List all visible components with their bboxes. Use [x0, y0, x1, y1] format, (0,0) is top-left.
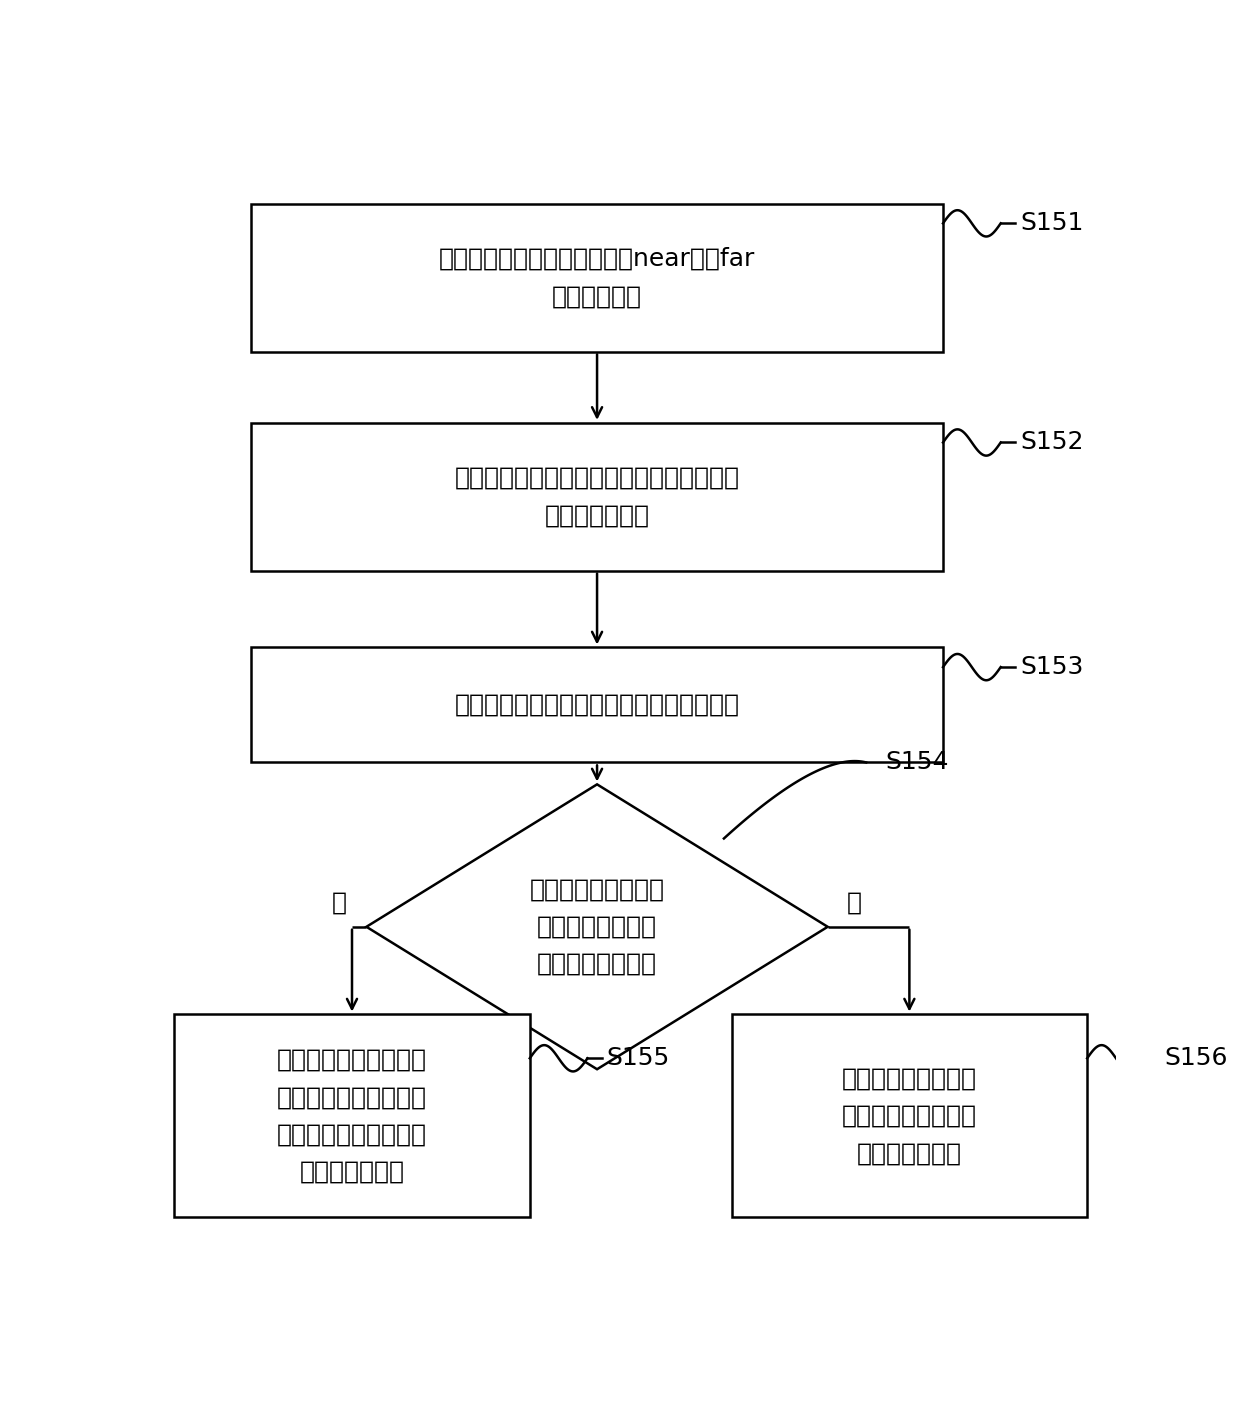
Text: S152: S152: [1019, 431, 1084, 454]
Text: 是: 是: [332, 891, 347, 915]
Text: 否: 否: [847, 891, 862, 915]
Bar: [250, 647, 942, 763]
Text: 判断第一图像清晰度
评价值是否大于第
图像清晰度评价值: 判断第一图像清晰度 评价值是否大于第 图像清晰度评价值: [529, 878, 665, 976]
Text: 在当前物距对应的跟焦曲线的near端和far
端进行探测；: 在当前物距对应的跟焦曲线的near端和far 端进行探测；: [439, 248, 755, 309]
Text: 使用矫正物距对应的
跟焦曲线驱动对焦电
机和变焦电机。: 使用矫正物距对应的 跟焦曲线驱动对焦电 机和变焦电机。: [842, 1066, 977, 1165]
Text: 对当前物距进行调整，
使用调整后的物距对应
的跟焦曲线驱动对焦电
机和跟焦电机；: 对当前物距进行调整， 使用调整后的物距对应 的跟焦曲线驱动对焦电 机和跟焦电机；: [277, 1047, 427, 1184]
Polygon shape: [367, 784, 828, 1069]
Text: 获取当前物距对应的第一图像清晰度评价值
以及矫正物距；: 获取当前物距对应的第一图像清晰度评价值 以及矫正物距；: [455, 467, 739, 528]
Text: 获取矫正物距对应的第二图像清晰度评价值: 获取矫正物距对应的第二图像清晰度评价值: [455, 693, 739, 717]
Bar: [174, 1015, 529, 1217]
Text: S155: S155: [606, 1046, 670, 1070]
Text: S153: S153: [1019, 655, 1084, 679]
Text: S151: S151: [1019, 212, 1084, 235]
Text: S156: S156: [1164, 1046, 1228, 1070]
Bar: [250, 423, 942, 571]
Bar: [732, 1015, 1087, 1217]
Text: S154: S154: [885, 750, 949, 774]
Bar: [250, 203, 942, 351]
